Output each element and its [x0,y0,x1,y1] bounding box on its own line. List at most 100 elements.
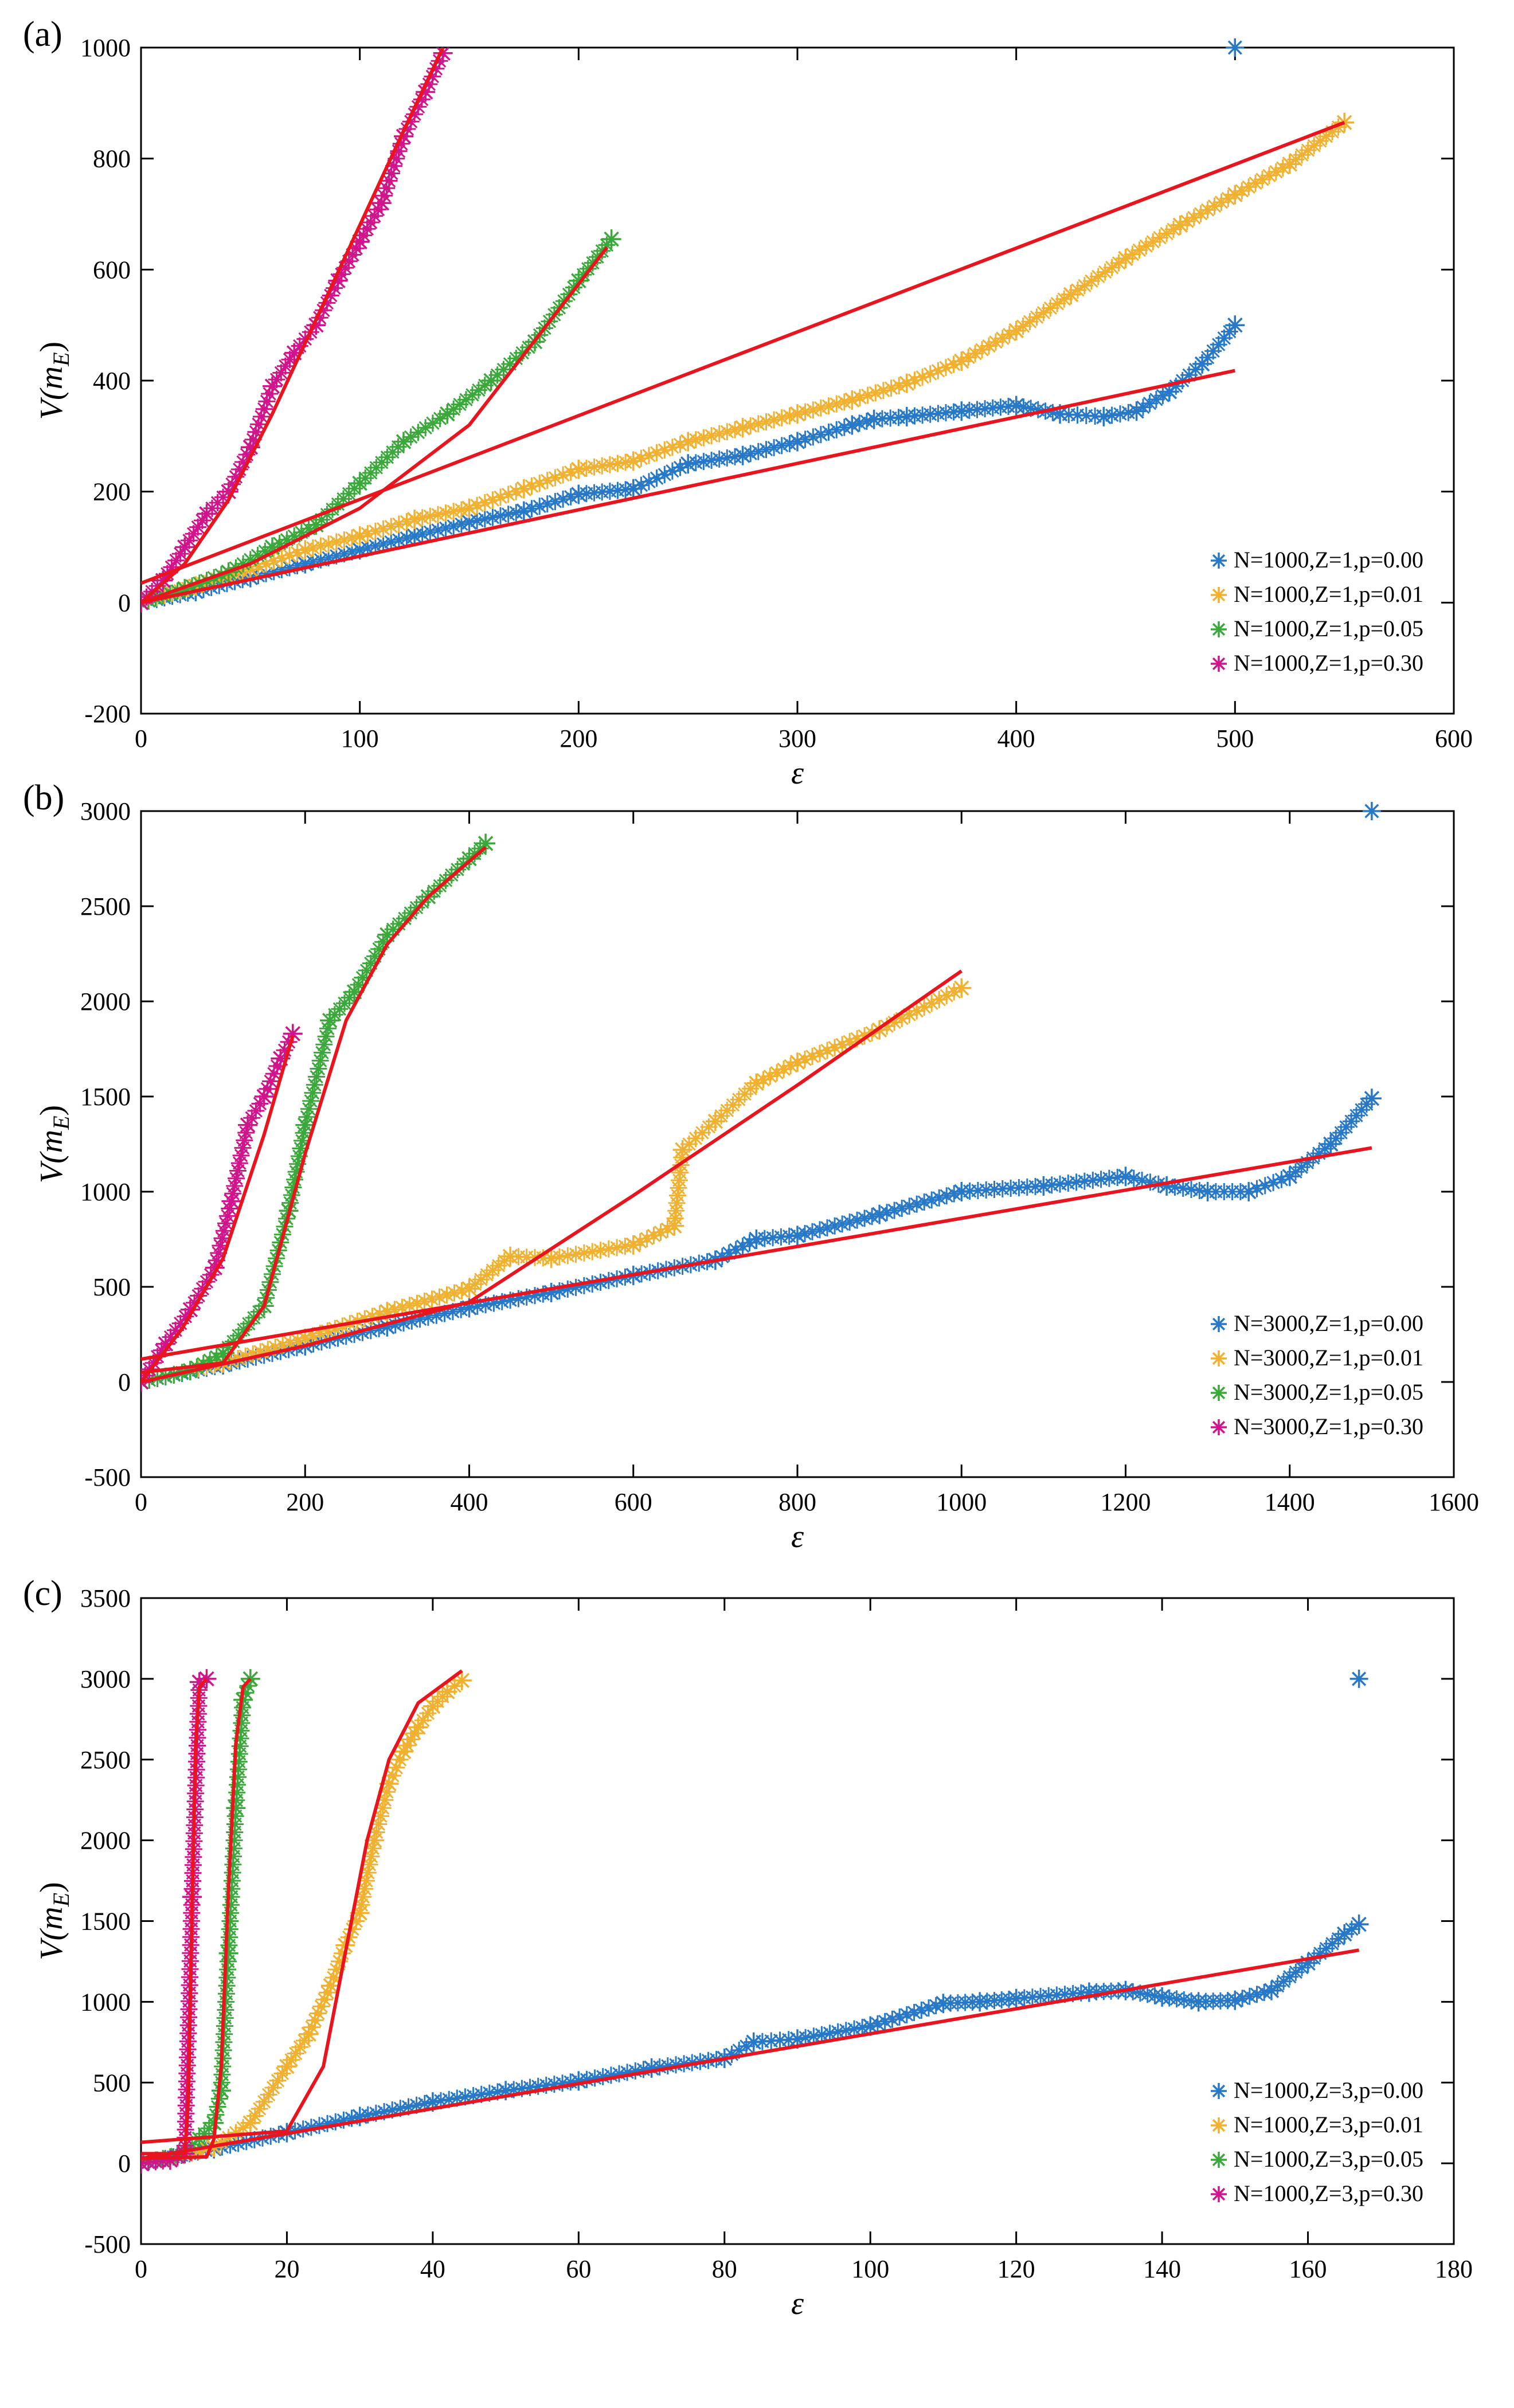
data-point [1006,1988,1026,2008]
data-point [733,418,753,438]
data-point [1116,1166,1136,1187]
data-point [952,351,972,371]
data-point [1225,185,1245,205]
data-point [365,1830,385,1850]
y-axis-label-subscript: E [48,352,74,366]
legend-marker-blue [1211,2083,1227,2099]
data-point [1335,1924,1355,1944]
data-point [1239,1182,1259,1201]
y-tick-label: 1000 [80,34,131,62]
series-magenta [141,1024,303,1392]
data-point [263,537,282,557]
data-point [320,1976,341,1996]
data-point [433,48,453,63]
data-point [788,404,807,424]
data-point [952,978,972,998]
data-point [746,1073,766,1093]
legend-entry: N=3000,Z=1,p=0.30 [1234,1414,1423,1439]
x-tick-label: 100 [851,2255,889,2283]
data-point [211,2081,231,2101]
x-tick-label: 20 [274,2255,299,2283]
y-tick-label: 800 [93,145,131,173]
x-tick-label: 0 [135,2255,147,2283]
legend-entry: N=1000,Z=1,p=0.00 [1234,547,1423,573]
data-point [155,1334,175,1354]
data-point [1298,1953,1318,1973]
data-point [1157,1176,1177,1196]
x-tick-label: 120 [997,2255,1035,2283]
data-point [541,1248,561,1268]
data-point [394,432,413,452]
x-tick-label: 800 [778,1488,816,1516]
x-axis-label: ε [791,1519,804,1555]
data-point [377,925,397,945]
data-point [284,343,304,363]
data-point [328,271,348,291]
plot-frame [140,46,1455,715]
y-axis-label-main: V(m [34,1130,69,1183]
y-tick-label: 1500 [80,1908,131,1936]
x-tick-label: 1200 [1101,1488,1151,1516]
data-markers-orange [141,979,971,1391]
outlier-point [1226,38,1245,57]
legend-entry: N=3000,Z=1,p=0.05 [1234,1379,1423,1405]
data-point [788,1052,807,1072]
data-point [437,404,457,424]
y-tick-label: 0 [118,589,131,617]
y-axis-label-subscript: E [48,1115,74,1130]
fit-curve-blue [141,1146,1372,1361]
data-point [350,232,370,252]
data-point [569,2071,589,2091]
legend-marker-green [1211,2152,1227,2168]
x-tick-label: 180 [1435,2255,1473,2283]
data-point [379,1774,399,1794]
y-tick-label: -500 [84,1463,131,1491]
series-orange [141,112,1355,613]
y-axis-label-close: ) [34,342,69,353]
data-point [678,454,698,474]
outlier-point [1362,802,1381,820]
panel-label: (c) [23,1574,62,1613]
data-point [1225,1990,1245,2010]
data-point [197,504,217,524]
data-point [350,526,370,546]
data-point [744,2032,764,2052]
data-point [1079,1982,1099,2002]
data-point [842,415,862,435]
x-tick-label: 140 [1143,2255,1181,2283]
x-tick-label: 300 [778,725,816,753]
legend-entry: N=1000,Z=3,p=0.00 [1234,2077,1423,2103]
x-tick-label: 40 [420,2255,445,2283]
data-point [422,1696,443,1716]
legend-marker-magenta [1211,1419,1227,1435]
panel-label: (a) [23,15,62,54]
legend-entry: N=1000,Z=3,p=0.30 [1234,2180,1423,2206]
data-point [496,2081,516,2101]
outlier-point [1349,1669,1368,1688]
data-point [569,271,589,291]
data-point [623,1235,643,1255]
x-tick-label: 400 [997,725,1035,753]
data-point [1188,1992,1208,2012]
series-magenta [141,48,453,613]
data-point [452,1670,472,1690]
x-axis-label: ε [791,2286,804,2321]
data-point [1159,382,1179,402]
plot-frame [140,810,1455,1478]
data-point [371,193,392,213]
data-point [1050,404,1070,424]
series-blue [141,1089,1382,1392]
panel-b: 0 200 400 600 800 1000 1200 1400 1600-5000500100… [23,778,1479,1555]
y-tick-label: 400 [93,367,131,395]
data-point [213,1344,233,1364]
data-point [175,537,195,557]
y-tick-label: 2500 [80,1746,131,1774]
x-tick-label: 200 [560,725,597,753]
data-point [1006,396,1026,416]
data-markers-magenta [141,1025,302,1391]
data-point [1152,1987,1172,2007]
y-tick-label: 1500 [80,1083,131,1111]
series-green [141,229,621,613]
data-point [295,540,315,560]
